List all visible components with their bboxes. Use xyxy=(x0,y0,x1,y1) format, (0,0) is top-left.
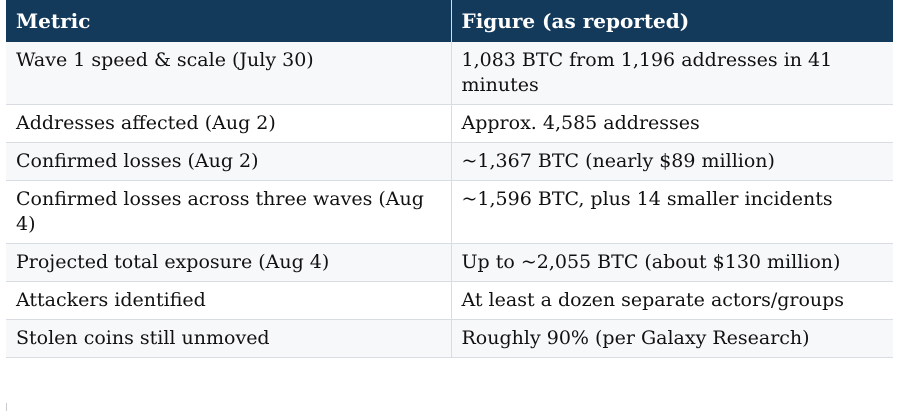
header-figure: Figure (as reported) xyxy=(451,0,893,42)
table-header-row: Metric Figure (as reported) xyxy=(6,0,893,42)
metric-cell: Wave 1 speed & scale (July 30) xyxy=(6,42,452,105)
figure-cell: At least a dozen separate actors/groups xyxy=(451,281,893,320)
figure-cell: ~1,367 BTC (nearly $89 million) xyxy=(451,142,893,181)
figure-cell: Approx. 4,585 addresses xyxy=(451,104,893,143)
figure-cell: Up to ~2,055 BTC (about $130 million) xyxy=(451,243,893,282)
metrics-table: Metric Figure (as reported) Wave 1 speed… xyxy=(6,0,893,358)
table-row: Confirmed losses (Aug 2) ~1,367 BTC (nea… xyxy=(6,142,893,181)
table-row: Addresses affected (Aug 2) Approx. 4,585… xyxy=(6,104,893,143)
table-row: Wave 1 speed & scale (July 30) 1,083 BTC… xyxy=(6,42,893,105)
figure-cell: Roughly 90% (per Galaxy Research) xyxy=(451,319,893,358)
table-row: Stolen coins still unmoved Roughly 90% (… xyxy=(6,319,893,358)
table-row: Projected total exposure (Aug 4) Up to ~… xyxy=(6,243,893,282)
metric-cell: Stolen coins still unmoved xyxy=(6,319,452,358)
table-row: Confirmed losses across three waves (Aug… xyxy=(6,180,893,244)
metric-cell: Projected total exposure (Aug 4) xyxy=(6,243,452,282)
table-row: Attackers identified At least a dozen se… xyxy=(6,281,893,320)
header-metric: Metric xyxy=(6,0,452,42)
metric-cell: Confirmed losses (Aug 2) xyxy=(6,142,452,181)
metric-cell: Addresses affected (Aug 2) xyxy=(6,104,452,143)
figure-cell: ~1,596 BTC, plus 14 smaller incidents xyxy=(451,180,893,244)
figure-cell: 1,083 BTC from 1,196 addresses in 41 min… xyxy=(451,42,893,105)
page-edge-divider xyxy=(6,403,7,411)
metric-cell: Confirmed losses across three waves (Aug… xyxy=(6,180,452,244)
metric-cell: Attackers identified xyxy=(6,281,452,320)
